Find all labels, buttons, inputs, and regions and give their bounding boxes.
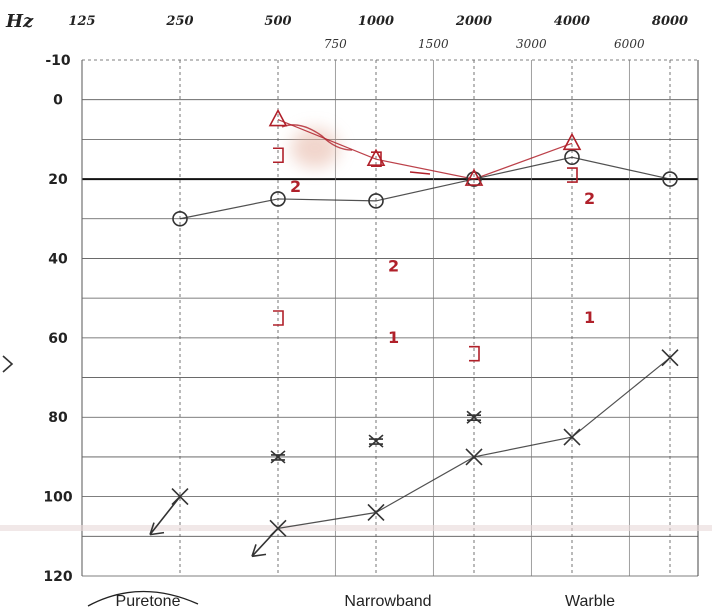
series-marks bbox=[149, 108, 679, 558]
chart-grid bbox=[0, 59, 712, 577]
triangle-marker bbox=[268, 108, 288, 127]
y-tick-label: 0 bbox=[53, 93, 63, 109]
freq-label: 4000 bbox=[554, 14, 590, 29]
bracket-marker bbox=[469, 345, 480, 362]
bracket-marker bbox=[273, 147, 284, 164]
series-line bbox=[277, 118, 573, 180]
annotation-label: 2 bbox=[290, 177, 301, 196]
annotation-label: 1 bbox=[388, 328, 399, 347]
bracket-marker bbox=[567, 167, 578, 183]
triangle-marker bbox=[366, 148, 386, 167]
stacked-x-marker bbox=[368, 434, 384, 448]
y-tick-label: -10 bbox=[45, 53, 71, 69]
y-tick-label: 20 bbox=[48, 172, 68, 188]
annotation-label: 2 bbox=[584, 189, 595, 208]
freq-inter-label: 3000 bbox=[516, 37, 547, 51]
bottom-label-warble: Warble bbox=[565, 593, 615, 608]
stacked-x-marker bbox=[466, 410, 482, 424]
freq-inter-label: 6000 bbox=[614, 37, 645, 51]
cross-marker bbox=[465, 448, 483, 466]
annotation-label: 2 bbox=[388, 256, 399, 275]
no-response-arrow-icon bbox=[251, 527, 279, 558]
y-tick-label: 40 bbox=[48, 251, 68, 267]
circle-marker bbox=[368, 193, 384, 209]
circle-marker bbox=[662, 171, 678, 187]
red-dash bbox=[409, 171, 431, 175]
annotation-label: 1 bbox=[584, 308, 595, 327]
cross-marker bbox=[661, 349, 679, 367]
cross-marker bbox=[563, 428, 581, 446]
no-response-cross-marker bbox=[149, 488, 189, 536]
series-lines bbox=[179, 118, 671, 529]
intermediate-frequency-labels: 750 1500 3000 6000 bbox=[324, 37, 645, 51]
freq-inter-label: 750 bbox=[324, 37, 347, 51]
y-tick-label: 100 bbox=[43, 490, 72, 506]
freq-label: 1000 bbox=[358, 14, 394, 29]
circle-marker bbox=[466, 171, 482, 187]
freq-label: 500 bbox=[264, 14, 291, 29]
bracket-marker bbox=[371, 151, 382, 168]
series-line bbox=[277, 357, 671, 529]
triangle-marker bbox=[464, 168, 484, 186]
y-tick-label: 120 bbox=[43, 569, 72, 585]
stacked-x-marker bbox=[270, 450, 286, 464]
bottom-label-puretone: Puretone bbox=[116, 593, 181, 608]
bracket-marker bbox=[273, 310, 284, 326]
cross-marker bbox=[367, 503, 385, 522]
side-mark-icon bbox=[2, 355, 14, 373]
frequency-labels: 125 250 500 1000 2000 4000 8000 bbox=[68, 14, 688, 29]
y-tick-label: 80 bbox=[48, 410, 68, 426]
puretone-circle bbox=[87, 590, 199, 607]
freq-label: 250 bbox=[165, 14, 193, 29]
freq-label: 125 bbox=[68, 14, 95, 29]
annotations: 2 2 1 2 1 bbox=[290, 177, 595, 347]
y-tick-labels: -10 0 20 40 60 80 100 120 bbox=[43, 53, 72, 585]
circle-marker bbox=[172, 210, 188, 227]
freq-inter-label: 1500 bbox=[418, 37, 449, 51]
smudge-stain bbox=[291, 128, 339, 168]
y-tick-label: 60 bbox=[48, 331, 68, 347]
hz-unit-label: Hz bbox=[5, 11, 34, 32]
circle-marker bbox=[564, 149, 580, 166]
freq-label: 2000 bbox=[455, 14, 492, 29]
series-line bbox=[179, 156, 671, 220]
triangle-marker bbox=[562, 132, 582, 151]
freq-label: 8000 bbox=[652, 14, 688, 29]
circle-marker bbox=[270, 191, 286, 207]
bottom-label-narrowband: Narrowband bbox=[344, 593, 431, 608]
